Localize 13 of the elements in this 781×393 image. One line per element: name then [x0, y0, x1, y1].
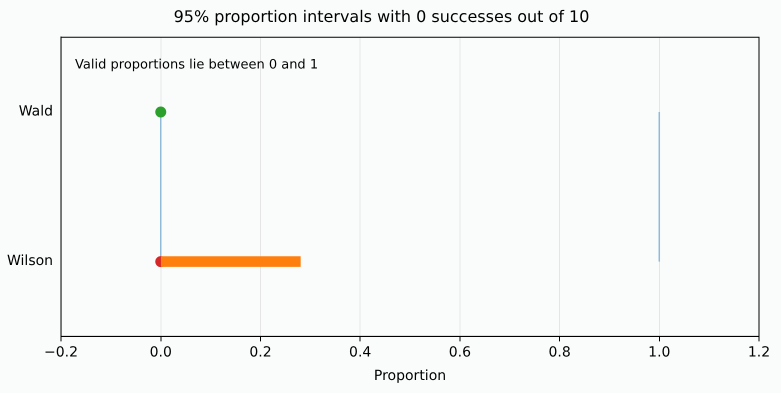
x-tick-label: 0.2 — [249, 344, 272, 360]
x-tick-label: 0.4 — [349, 344, 372, 360]
chart-title: 95% proportion intervals with 0 successes out of 10 — [174, 6, 590, 26]
y-tick-label: Wald — [18, 104, 54, 120]
x-tick-label: 0.0 — [150, 344, 172, 360]
x-tick-label: 0.6 — [448, 344, 472, 360]
x-tick-label: 0.8 — [548, 344, 571, 360]
x-axis-title: Proportion — [374, 368, 446, 384]
annotation: Valid proportions lie between 0 and 1 — [75, 58, 318, 73]
x-tick-label: −0.2 — [44, 344, 78, 360]
y-tick-label: Wilson — [7, 253, 54, 270]
x-tick-label: 1.0 — [648, 344, 670, 360]
x-tick-label: 1.2 — [748, 344, 770, 360]
